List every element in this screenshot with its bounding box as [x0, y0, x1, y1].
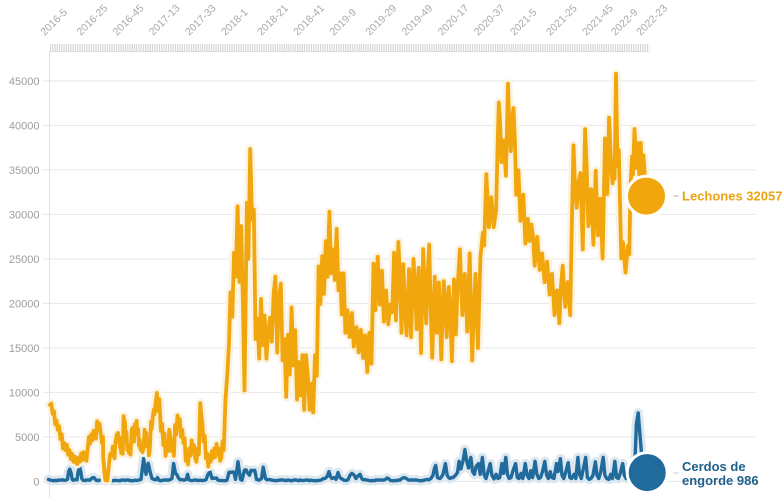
svg-text:40000: 40000 [9, 120, 40, 132]
svg-text:45000: 45000 [9, 76, 40, 88]
svg-text:5000: 5000 [15, 432, 39, 444]
svg-text:engorde 986: engorde 986 [682, 473, 759, 488]
svg-text:Cerdos de: Cerdos de [682, 459, 746, 474]
svg-text:20000: 20000 [9, 298, 40, 310]
svg-text:15000: 15000 [9, 343, 40, 355]
svg-text:35000: 35000 [9, 165, 40, 177]
svg-text:25000: 25000 [9, 254, 40, 266]
svg-text:0: 0 [33, 476, 39, 488]
svg-text:Lechones 32057: Lechones 32057 [682, 189, 782, 204]
svg-text:10000: 10000 [9, 387, 40, 399]
svg-text:30000: 30000 [9, 209, 40, 221]
